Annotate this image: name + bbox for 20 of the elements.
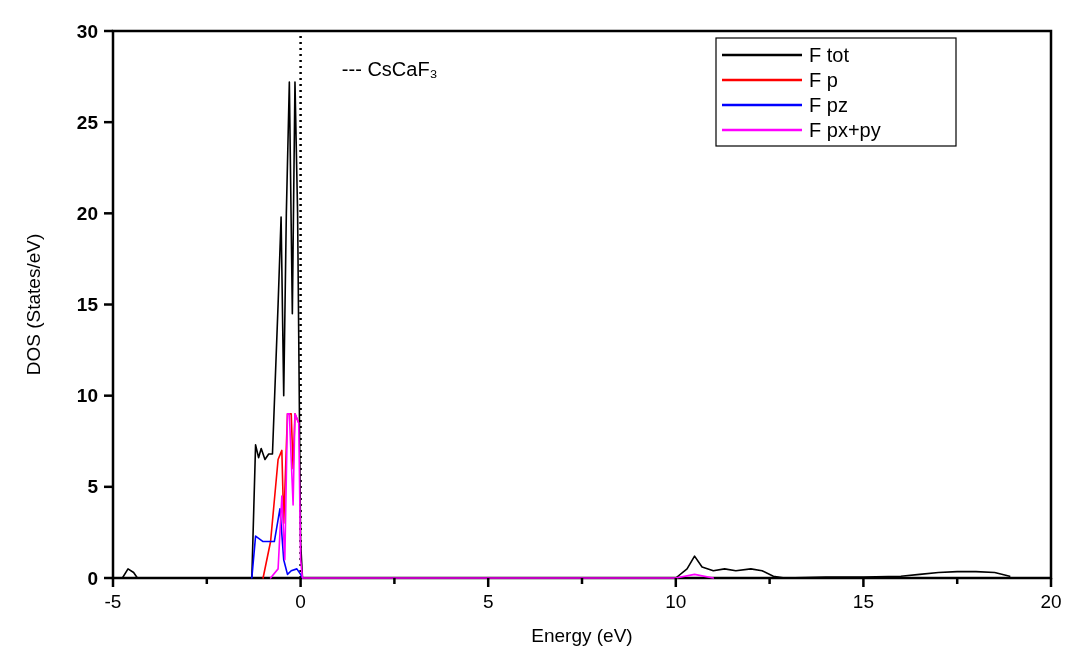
x-tick-label: 10 [665, 591, 687, 612]
legend-label: F p [809, 69, 838, 91]
y-tick-label: 0 [87, 567, 98, 589]
y-tick-label: 5 [87, 476, 99, 498]
legend-label: F pz [809, 94, 848, 116]
y-tick-label: 30 [76, 20, 98, 42]
y-tick-label: 10 [76, 385, 98, 407]
y-tick-label: 15 [76, 294, 99, 316]
y-axis-title: DOS (States/eV) [23, 233, 44, 376]
y-tick-label: 25 [76, 111, 99, 133]
annotation: --- CsCaF₃ [341, 58, 438, 80]
legend-label: F px+py [809, 119, 881, 141]
x-tick-label: -5 [104, 591, 122, 612]
legend-label: F tot [809, 44, 850, 66]
x-tick-label: 15 [852, 591, 874, 612]
y-tick-label: 20 [76, 202, 98, 224]
x-tick-label: 0 [295, 591, 306, 612]
x-axis-title: Energy (eV) [531, 625, 633, 646]
x-tick-label: 5 [482, 591, 494, 612]
x-tick-label: 20 [1040, 591, 1062, 612]
